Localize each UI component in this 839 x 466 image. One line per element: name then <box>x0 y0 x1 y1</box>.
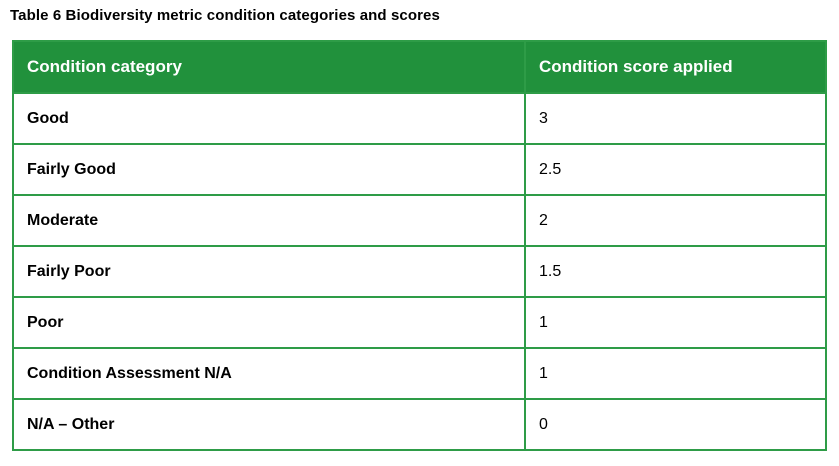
column-header-condition-category: Condition category <box>12 40 526 94</box>
table-body: Good 3 Fairly Good 2.5 Moderate 2 Fairly… <box>12 92 827 451</box>
category-cell: N/A – Other <box>12 398 526 451</box>
table-header: Condition category Condition score appli… <box>12 40 827 94</box>
header-row: Condition category Condition score appli… <box>12 40 827 94</box>
score-cell: 3 <box>524 92 827 145</box>
category-cell: Good <box>12 92 526 145</box>
score-cell: 0 <box>524 398 827 451</box>
table-row: Moderate 2 <box>12 194 827 247</box>
score-cell: 2.5 <box>524 143 827 196</box>
score-cell: 1 <box>524 296 827 349</box>
score-cell: 1 <box>524 347 827 400</box>
table-row: Good 3 <box>12 92 827 145</box>
table-row: Fairly Good 2.5 <box>12 143 827 196</box>
table-row: Poor 1 <box>12 296 827 349</box>
category-cell: Fairly Poor <box>12 245 526 298</box>
category-cell: Condition Assessment N/A <box>12 347 526 400</box>
table-row: Fairly Poor 1.5 <box>12 245 827 298</box>
score-cell: 1.5 <box>524 245 827 298</box>
table-row: Condition Assessment N/A 1 <box>12 347 827 400</box>
category-cell: Moderate <box>12 194 526 247</box>
category-cell: Poor <box>12 296 526 349</box>
table-row: N/A – Other 0 <box>12 398 827 451</box>
score-cell: 2 <box>524 194 827 247</box>
category-cell: Fairly Good <box>12 143 526 196</box>
condition-scores-table: Condition category Condition score appli… <box>12 40 827 451</box>
column-header-condition-score: Condition score applied <box>524 40 827 94</box>
table-caption: Table 6 Biodiversity metric condition ca… <box>10 7 440 24</box>
